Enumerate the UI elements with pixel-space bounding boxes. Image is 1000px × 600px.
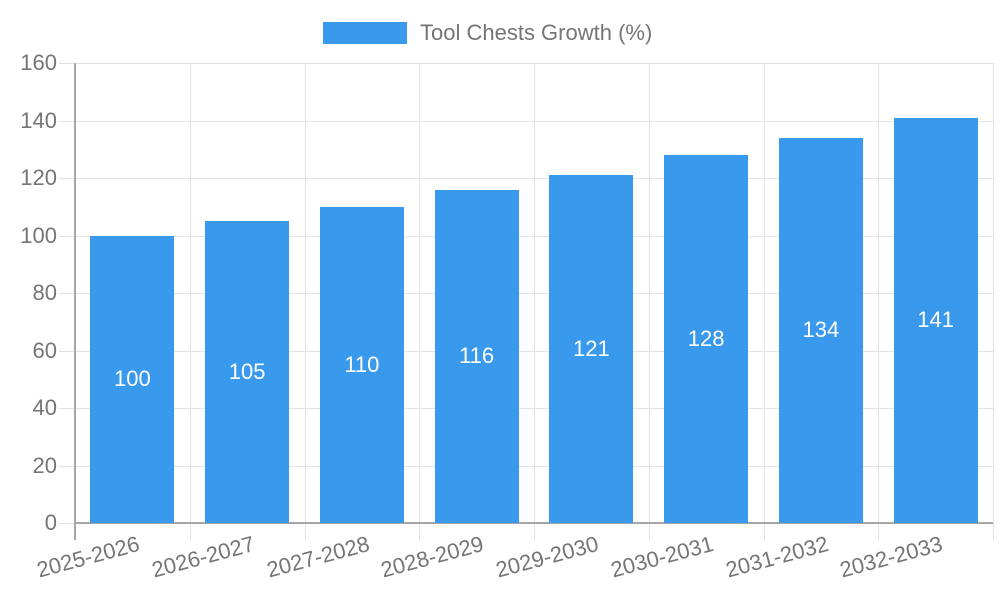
x-gridline: [304, 63, 306, 540]
bar: 105: [205, 221, 290, 523]
bar-value-label: 134: [802, 317, 840, 343]
x-axis-label: 2028-2029: [378, 531, 487, 583]
bar: 134: [778, 137, 863, 523]
y-axis-label: 80: [32, 280, 57, 305]
x-gridline: [534, 63, 535, 540]
bar: 141: [893, 117, 978, 523]
y-axis-tick: [59, 235, 75, 237]
bar: 128: [664, 155, 749, 523]
x-axis-label: 2029-2030: [493, 531, 602, 583]
x-axis-label: 2031-2032: [722, 531, 831, 583]
y-axis-tick: [59, 63, 75, 64]
x-axis-label: 2027-2028: [263, 531, 372, 583]
bar: 116: [434, 189, 519, 523]
y-axis-label: 40: [32, 395, 57, 420]
y-axis-tick: [59, 120, 75, 122]
y-axis-tick: [59, 465, 75, 467]
bar-value-label: 100: [114, 366, 151, 392]
legend-label: Tool Chests Growth (%): [420, 20, 653, 45]
bar-value-label: 121: [573, 336, 610, 362]
legend-swatch: [323, 22, 407, 44]
x-axis-label: 2030-2031: [607, 531, 717, 583]
bar-value-label: 141: [917, 307, 954, 333]
y-axis-tick: [59, 408, 75, 409]
bar: 100: [90, 235, 175, 523]
x-gridline: [648, 63, 650, 540]
y-axis-tick: [59, 178, 75, 179]
y-axis-label: 0: [44, 510, 57, 535]
y-axis-label: 100: [20, 222, 57, 248]
x-gridline: [878, 63, 880, 540]
bar: 121: [549, 175, 634, 523]
x-axis-label: 2025-2026: [34, 531, 143, 583]
x-gridline: [763, 63, 765, 540]
y-axis-tick: [59, 350, 75, 352]
x-axis-label: 2032-2033: [837, 531, 946, 583]
y-axis-label: 140: [20, 107, 57, 133]
y-axis-tick: [59, 523, 75, 524]
y-axis-line: [74, 63, 76, 540]
x-gridline: [189, 63, 191, 540]
bar-value-label: 128: [687, 326, 725, 351]
y-axis-label: 60: [32, 337, 57, 363]
bar-value-label: 110: [344, 351, 380, 377]
bar-value-label: 116: [459, 343, 495, 369]
y-axis-tick: [59, 293, 75, 294]
y-axis-label: 120: [20, 165, 57, 190]
x-axis-label: 2026-2027: [148, 531, 258, 583]
x-gridline: [419, 63, 421, 540]
x-gridline: [993, 63, 994, 540]
y-axis-label: 160: [20, 50, 57, 75]
x-axis-line: [75, 522, 993, 524]
bar-value-label: 105: [228, 359, 266, 385]
bar: 110: [319, 206, 404, 523]
y-axis-label: 20: [32, 452, 57, 478]
